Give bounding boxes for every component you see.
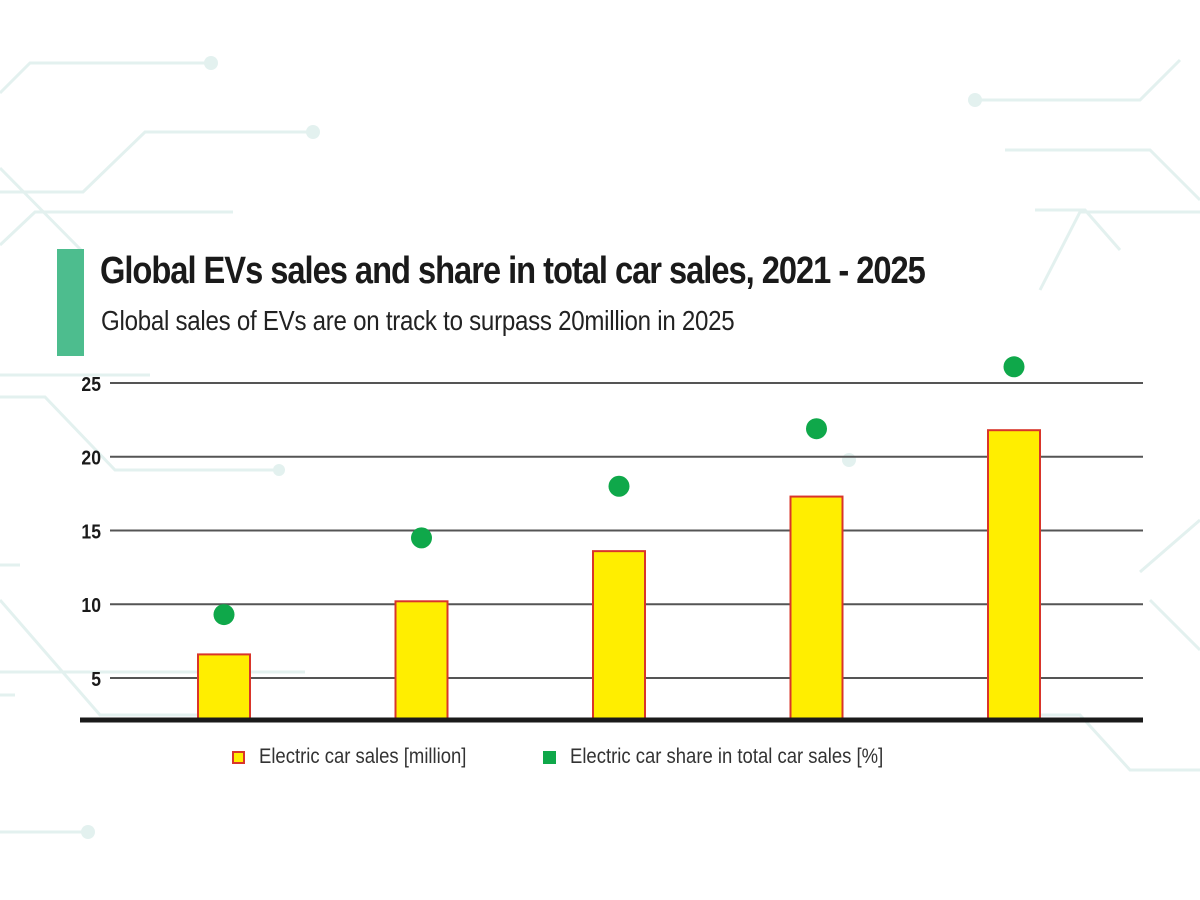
bar-sales-2023 — [592, 550, 646, 722]
dot-share-2021 — [213, 604, 235, 626]
legend-label-share: Electric car share in total car sales [%… — [569, 745, 883, 768]
y-tick-label: 15 — [81, 520, 101, 542]
bar-sales-2024 — [789, 495, 844, 722]
chart-subtitle: Global sales of EVs are on track to surp… — [101, 305, 735, 336]
legend-swatch-share — [542, 750, 556, 764]
bar-sales-2025 — [987, 429, 1041, 721]
y-tick-label: 5 — [91, 668, 101, 690]
dot-share-2024 — [806, 418, 827, 440]
legend-swatch-sales — [232, 750, 245, 764]
bar-sales-2022 — [394, 600, 449, 721]
dot-share-2023 — [608, 475, 630, 497]
y-tick-label: 20 — [81, 447, 101, 469]
legend-label-sales: Electric car sales [million] — [259, 745, 467, 768]
legend-item-share: Electric car share in total car sales [%… — [542, 745, 926, 769]
y-tick-label: 10 — [81, 594, 101, 616]
title-accent-bar — [57, 249, 84, 356]
bar-sales-2021 — [197, 653, 251, 722]
dot-share-2025 — [1003, 356, 1025, 378]
legend-item-sales: Electric car sales [million] — [232, 745, 495, 769]
chart-title: Global EVs sales and share in total car … — [100, 250, 926, 292]
legend: Electric car sales [million] Electric ca… — [232, 744, 976, 770]
y-tick-label: 25 — [81, 373, 101, 395]
dot-share-2022 — [411, 527, 432, 549]
